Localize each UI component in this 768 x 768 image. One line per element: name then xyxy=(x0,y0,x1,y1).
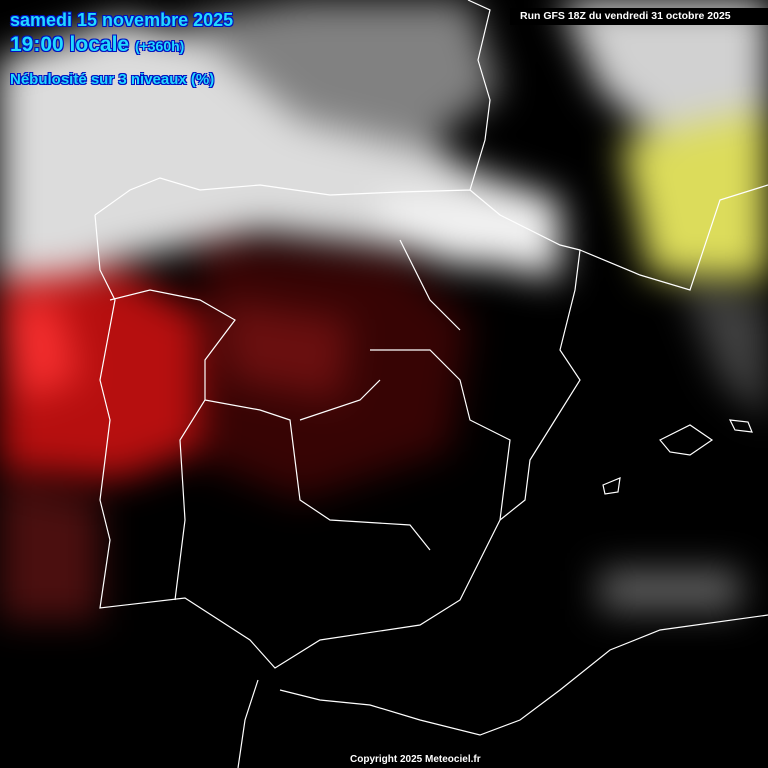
africa-coast xyxy=(237,614,768,768)
france-coast xyxy=(579,184,768,291)
lead-time: (+360h) xyxy=(134,38,185,54)
parameter-label: Nébulosité sur 3 niveaux (%) xyxy=(10,71,215,88)
copyright: Copyright 2025 Meteociel.fr xyxy=(350,754,481,765)
mallorca xyxy=(659,424,714,456)
run-info: Run GFS 18Z du vendredi 31 octobre 2025 xyxy=(510,8,768,25)
borders xyxy=(109,239,511,601)
local-time: 19:00 locale xyxy=(10,33,130,56)
menorca xyxy=(728,419,753,433)
iberia-coastline xyxy=(94,0,581,669)
forecast-date: samedi 15 novembre 2025 xyxy=(10,10,234,30)
ibiza xyxy=(602,477,621,495)
forecast-time: 19:00 locale (+360h) xyxy=(10,33,184,57)
